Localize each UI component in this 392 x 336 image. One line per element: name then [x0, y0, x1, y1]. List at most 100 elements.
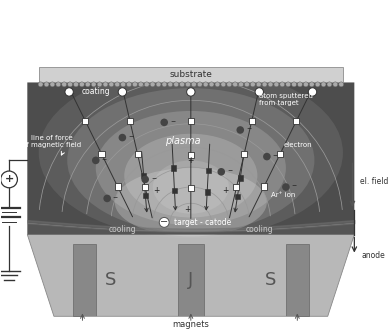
Bar: [261, 183, 267, 190]
Bar: [241, 151, 247, 157]
Bar: [293, 118, 299, 124]
Bar: [238, 175, 243, 180]
Circle shape: [263, 153, 271, 160]
Text: anode: anode: [362, 251, 386, 260]
Circle shape: [160, 119, 168, 126]
Circle shape: [168, 82, 173, 87]
Text: atom sputtered
from target: atom sputtered from target: [259, 93, 313, 106]
Circle shape: [1, 171, 17, 188]
Circle shape: [191, 82, 196, 87]
Circle shape: [185, 82, 191, 87]
Circle shape: [118, 88, 127, 96]
Circle shape: [286, 82, 290, 87]
Circle shape: [256, 82, 261, 87]
Circle shape: [91, 82, 96, 87]
Circle shape: [250, 82, 255, 87]
Bar: [249, 118, 255, 124]
Text: target - catode: target - catode: [174, 218, 231, 227]
Circle shape: [103, 82, 108, 87]
Circle shape: [245, 82, 249, 87]
Circle shape: [303, 82, 309, 87]
Text: −: −: [160, 217, 168, 227]
Bar: [98, 151, 105, 157]
Circle shape: [309, 82, 314, 87]
Text: +: +: [222, 186, 228, 195]
Text: −: −: [102, 156, 107, 161]
Circle shape: [68, 82, 73, 87]
Circle shape: [282, 183, 290, 191]
Circle shape: [255, 88, 263, 96]
Ellipse shape: [153, 160, 229, 214]
Text: S: S: [265, 271, 276, 289]
Text: el. field: el. field: [360, 177, 388, 186]
Ellipse shape: [67, 88, 314, 233]
Ellipse shape: [39, 67, 343, 238]
Bar: [141, 173, 146, 178]
Text: cooling: cooling: [109, 225, 136, 234]
Circle shape: [162, 82, 167, 87]
Text: J: J: [188, 271, 193, 289]
Circle shape: [118, 134, 126, 141]
Text: line of force
of magnetic field: line of force of magnetic field: [22, 135, 82, 148]
Circle shape: [156, 82, 161, 87]
Bar: [172, 188, 177, 194]
Bar: [171, 165, 176, 171]
Text: +: +: [184, 205, 190, 214]
Text: −: −: [227, 167, 232, 172]
Bar: [206, 168, 211, 173]
Text: −: −: [128, 133, 133, 138]
Bar: [142, 184, 148, 191]
Circle shape: [221, 82, 226, 87]
Circle shape: [74, 82, 78, 87]
Circle shape: [159, 217, 169, 227]
Text: coating: coating: [82, 87, 110, 96]
Circle shape: [218, 168, 225, 176]
Text: −: −: [292, 182, 297, 187]
Text: electron: electron: [284, 142, 312, 148]
Circle shape: [150, 82, 155, 87]
Circle shape: [142, 176, 149, 183]
Polygon shape: [27, 235, 354, 316]
Circle shape: [144, 82, 149, 87]
Circle shape: [333, 82, 338, 87]
Circle shape: [315, 82, 320, 87]
Circle shape: [80, 82, 84, 87]
Circle shape: [215, 82, 220, 87]
Text: substrate: substrate: [169, 70, 212, 79]
Polygon shape: [286, 244, 309, 316]
Polygon shape: [73, 244, 96, 316]
Text: −: −: [170, 118, 175, 123]
Text: magnets: magnets: [172, 320, 209, 329]
Bar: [127, 118, 133, 124]
Bar: [114, 183, 121, 190]
Circle shape: [327, 82, 332, 87]
Circle shape: [132, 82, 138, 87]
Bar: [134, 151, 141, 157]
Circle shape: [115, 82, 120, 87]
Circle shape: [138, 82, 143, 87]
Text: +: +: [4, 174, 14, 184]
Text: cooling: cooling: [245, 225, 273, 234]
Text: +: +: [188, 156, 194, 165]
Circle shape: [65, 88, 73, 96]
Ellipse shape: [115, 168, 267, 237]
Circle shape: [44, 82, 49, 87]
Text: Ar⁺ ion: Ar⁺ ion: [271, 192, 295, 198]
Circle shape: [227, 82, 232, 87]
Bar: [233, 184, 240, 191]
Bar: [277, 151, 283, 157]
Circle shape: [62, 82, 67, 87]
Circle shape: [109, 82, 114, 87]
Circle shape: [92, 157, 100, 164]
Circle shape: [236, 126, 244, 134]
Text: +: +: [153, 186, 160, 195]
Circle shape: [233, 82, 238, 87]
Circle shape: [203, 82, 208, 87]
Ellipse shape: [124, 134, 258, 217]
Circle shape: [274, 82, 279, 87]
Circle shape: [85, 82, 90, 87]
Circle shape: [262, 82, 267, 87]
Circle shape: [38, 82, 43, 87]
Bar: [235, 194, 240, 199]
Bar: [143, 193, 148, 198]
